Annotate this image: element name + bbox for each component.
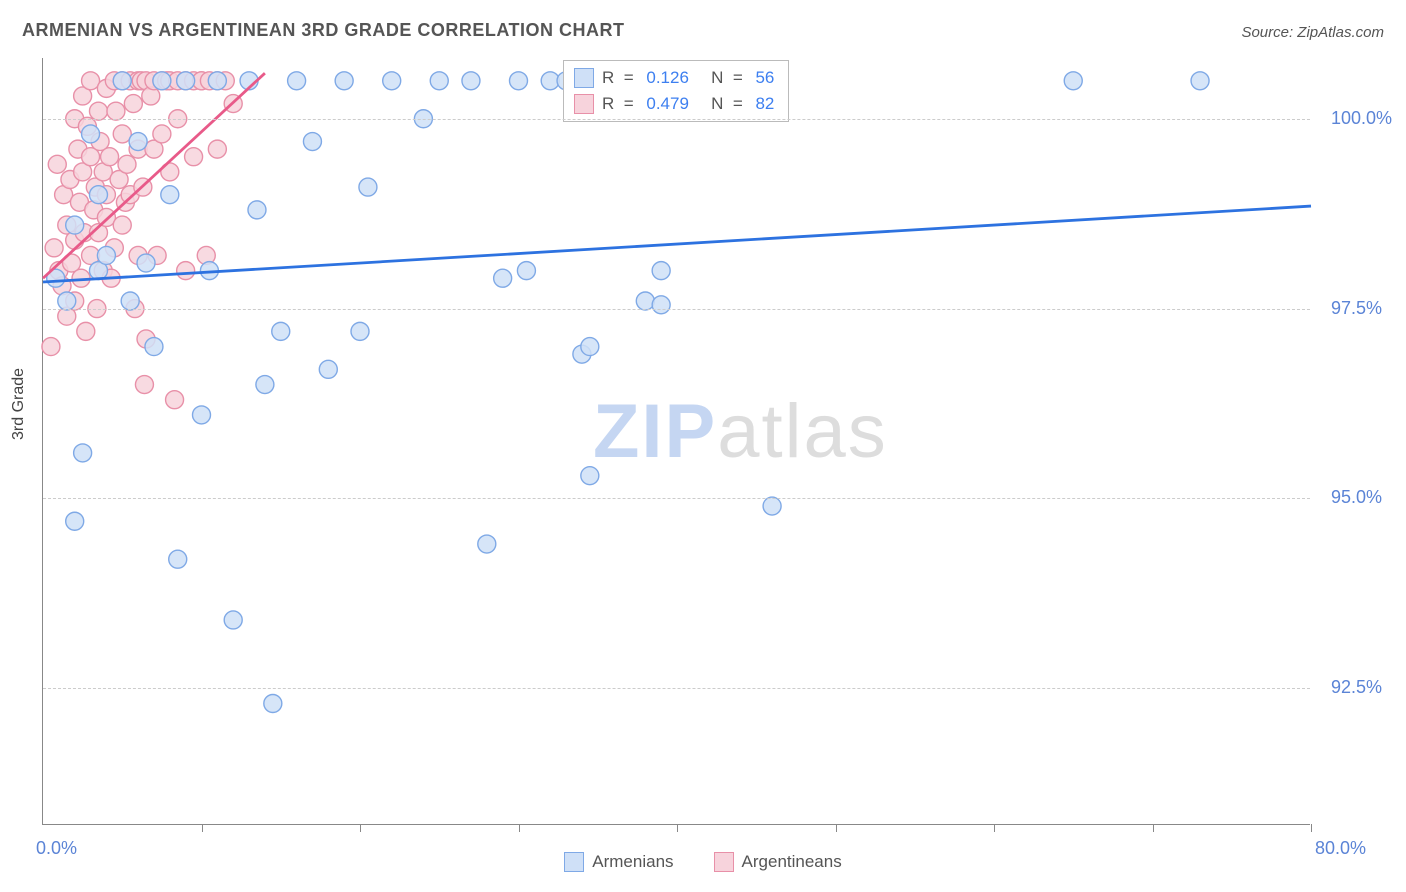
legend-r-label: R =	[602, 91, 638, 117]
series-legend: Armenians Argentineans	[0, 852, 1406, 872]
gridline	[43, 309, 1310, 310]
legend-r-value: 0.479	[646, 91, 689, 117]
y-tick-label: 92.5%	[1331, 677, 1382, 698]
swatch-argentineans-icon	[574, 94, 594, 114]
swatch-armenians-icon	[574, 68, 594, 88]
legend-n-label: N =	[697, 65, 748, 91]
y-tick-label: 100.0%	[1331, 108, 1392, 129]
legend-label: Argentineans	[742, 852, 842, 872]
legend-r-label: R =	[602, 65, 638, 91]
gridline	[43, 688, 1310, 689]
x-tick	[1311, 824, 1312, 832]
legend-row-argentineans: R = 0.479 N = 82	[574, 91, 774, 117]
source-attribution: Source: ZipAtlas.com	[1241, 24, 1384, 41]
x-tick	[360, 824, 361, 832]
legend-row-armenians: R = 0.126 N = 56	[574, 65, 774, 91]
plot-area: ZIPatlas R = 0.126 N = 56 R = 0.479 N = …	[42, 58, 1310, 825]
y-tick-label: 95.0%	[1331, 487, 1382, 508]
scatter-svg: ZIPatlas	[43, 58, 1310, 824]
legend-item-armenians: Armenians	[564, 852, 673, 872]
x-tick	[202, 824, 203, 832]
y-tick-label: 97.5%	[1331, 298, 1382, 319]
legend-n-value: 56	[755, 65, 774, 91]
swatch-argentineans-icon	[714, 852, 734, 872]
swatch-armenians-icon	[564, 852, 584, 872]
x-tick	[519, 824, 520, 832]
legend-item-argentineans: Argentineans	[714, 852, 842, 872]
correlation-legend: R = 0.126 N = 56 R = 0.479 N = 82	[563, 60, 789, 122]
legend-n-label: N =	[697, 91, 748, 117]
x-tick	[836, 824, 837, 832]
x-tick	[1153, 824, 1154, 832]
y-axis-title: 3rd Grade	[10, 368, 28, 440]
x-tick	[677, 824, 678, 832]
legend-r-value: 0.126	[646, 65, 689, 91]
chart-title: ARMENIAN VS ARGENTINEAN 3RD GRADE CORREL…	[22, 20, 625, 41]
svg-text:ZIPatlas: ZIPatlas	[593, 389, 888, 474]
gridline	[43, 498, 1310, 499]
legend-n-value: 82	[755, 91, 774, 117]
legend-label: Armenians	[592, 852, 673, 872]
x-tick	[994, 824, 995, 832]
gridline	[43, 119, 1310, 120]
